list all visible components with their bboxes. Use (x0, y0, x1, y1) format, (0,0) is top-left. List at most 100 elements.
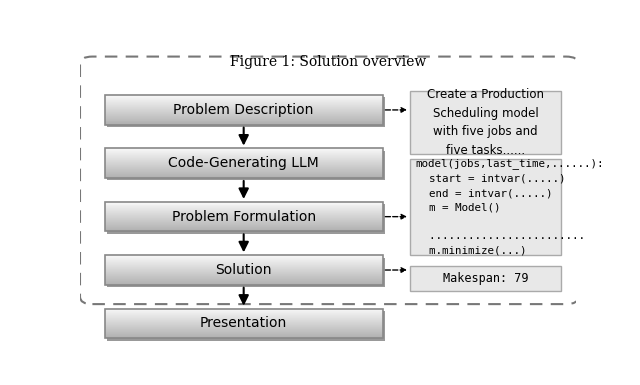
Bar (105, 204, 383, 205)
Bar (105, 273, 383, 274)
Bar (105, 284, 383, 285)
Bar (105, 215, 383, 217)
Bar (105, 310, 383, 311)
Bar (105, 321, 383, 322)
Text: Problem Description: Problem Description (173, 103, 314, 117)
FancyBboxPatch shape (107, 97, 385, 127)
Bar (105, 261, 383, 262)
Bar (105, 115, 383, 116)
Bar (105, 271, 383, 272)
Bar (105, 336, 383, 337)
Bar (105, 312, 383, 313)
Bar (105, 324, 383, 325)
Bar (105, 164, 383, 165)
Bar (105, 323, 383, 325)
Bar (105, 152, 383, 153)
Bar (105, 96, 383, 97)
Bar (105, 108, 383, 109)
Bar (105, 269, 383, 270)
Bar (105, 151, 383, 152)
Bar (105, 165, 383, 166)
Bar (105, 322, 383, 323)
Bar (105, 270, 383, 271)
Bar (105, 153, 383, 154)
Bar (105, 98, 383, 99)
Bar (105, 259, 383, 260)
Bar (105, 218, 383, 219)
FancyBboxPatch shape (107, 258, 385, 287)
Bar (105, 116, 383, 117)
FancyBboxPatch shape (107, 204, 385, 234)
Bar (105, 274, 383, 275)
Bar (105, 317, 383, 318)
Text: Code-Generating LLM: Code-Generating LLM (168, 156, 319, 170)
Bar (105, 275, 383, 276)
Text: Problem Formulation: Problem Formulation (172, 210, 316, 224)
Bar (105, 224, 383, 226)
Bar (105, 325, 383, 326)
Bar (105, 172, 383, 173)
Bar (105, 110, 383, 112)
Bar (105, 162, 383, 163)
Bar (105, 114, 383, 115)
Bar (105, 225, 383, 226)
Bar (105, 226, 383, 228)
Bar (105, 150, 383, 151)
Bar (105, 105, 383, 106)
Bar (105, 281, 383, 283)
Bar (105, 257, 383, 258)
Bar (105, 280, 383, 281)
Bar (105, 119, 383, 121)
Bar (105, 122, 383, 124)
Bar (105, 223, 383, 224)
Bar (105, 229, 383, 231)
Bar (105, 214, 383, 216)
Bar (105, 203, 383, 204)
Bar (105, 176, 383, 177)
Bar (105, 216, 383, 218)
Bar (105, 99, 383, 100)
Text: Makespan: 79: Makespan: 79 (443, 272, 528, 285)
Bar (105, 173, 383, 174)
Text: model(jobs,last_time,......):
  start = intvar(.....)
  end = intvar(.....)
  m : model(jobs,last_time,......): start = in… (416, 158, 604, 256)
Bar (105, 258, 383, 259)
Bar (105, 110, 383, 111)
Bar (105, 112, 383, 114)
Bar (105, 168, 383, 169)
FancyBboxPatch shape (410, 90, 561, 154)
Bar (105, 220, 383, 222)
Bar (105, 119, 383, 120)
Bar (105, 309, 383, 311)
Bar (105, 228, 383, 229)
Bar (105, 148, 383, 149)
Bar (105, 206, 383, 208)
Bar (105, 166, 383, 167)
Bar (105, 314, 383, 315)
Bar (105, 335, 383, 336)
FancyBboxPatch shape (107, 151, 385, 181)
Text: Create a Production
Scheduling model
with five jobs and
five tasks......: Create a Production Scheduling model wit… (427, 88, 544, 157)
Bar (105, 95, 383, 96)
Bar (105, 313, 383, 315)
Bar (105, 326, 383, 327)
Bar (105, 122, 383, 123)
Bar (105, 121, 383, 122)
Bar (105, 124, 383, 125)
Bar (105, 281, 383, 282)
Bar (105, 262, 383, 263)
Bar (105, 218, 383, 219)
Bar (105, 213, 383, 215)
Bar (105, 276, 383, 277)
Bar (105, 154, 383, 156)
Bar (105, 316, 383, 318)
Bar (105, 268, 383, 269)
Bar (105, 211, 383, 213)
Bar (105, 260, 383, 261)
Bar (105, 334, 383, 335)
Bar (105, 157, 383, 158)
Bar (105, 161, 383, 162)
Bar (105, 328, 383, 329)
Bar (105, 329, 383, 330)
Bar (105, 230, 383, 231)
FancyBboxPatch shape (80, 57, 579, 304)
